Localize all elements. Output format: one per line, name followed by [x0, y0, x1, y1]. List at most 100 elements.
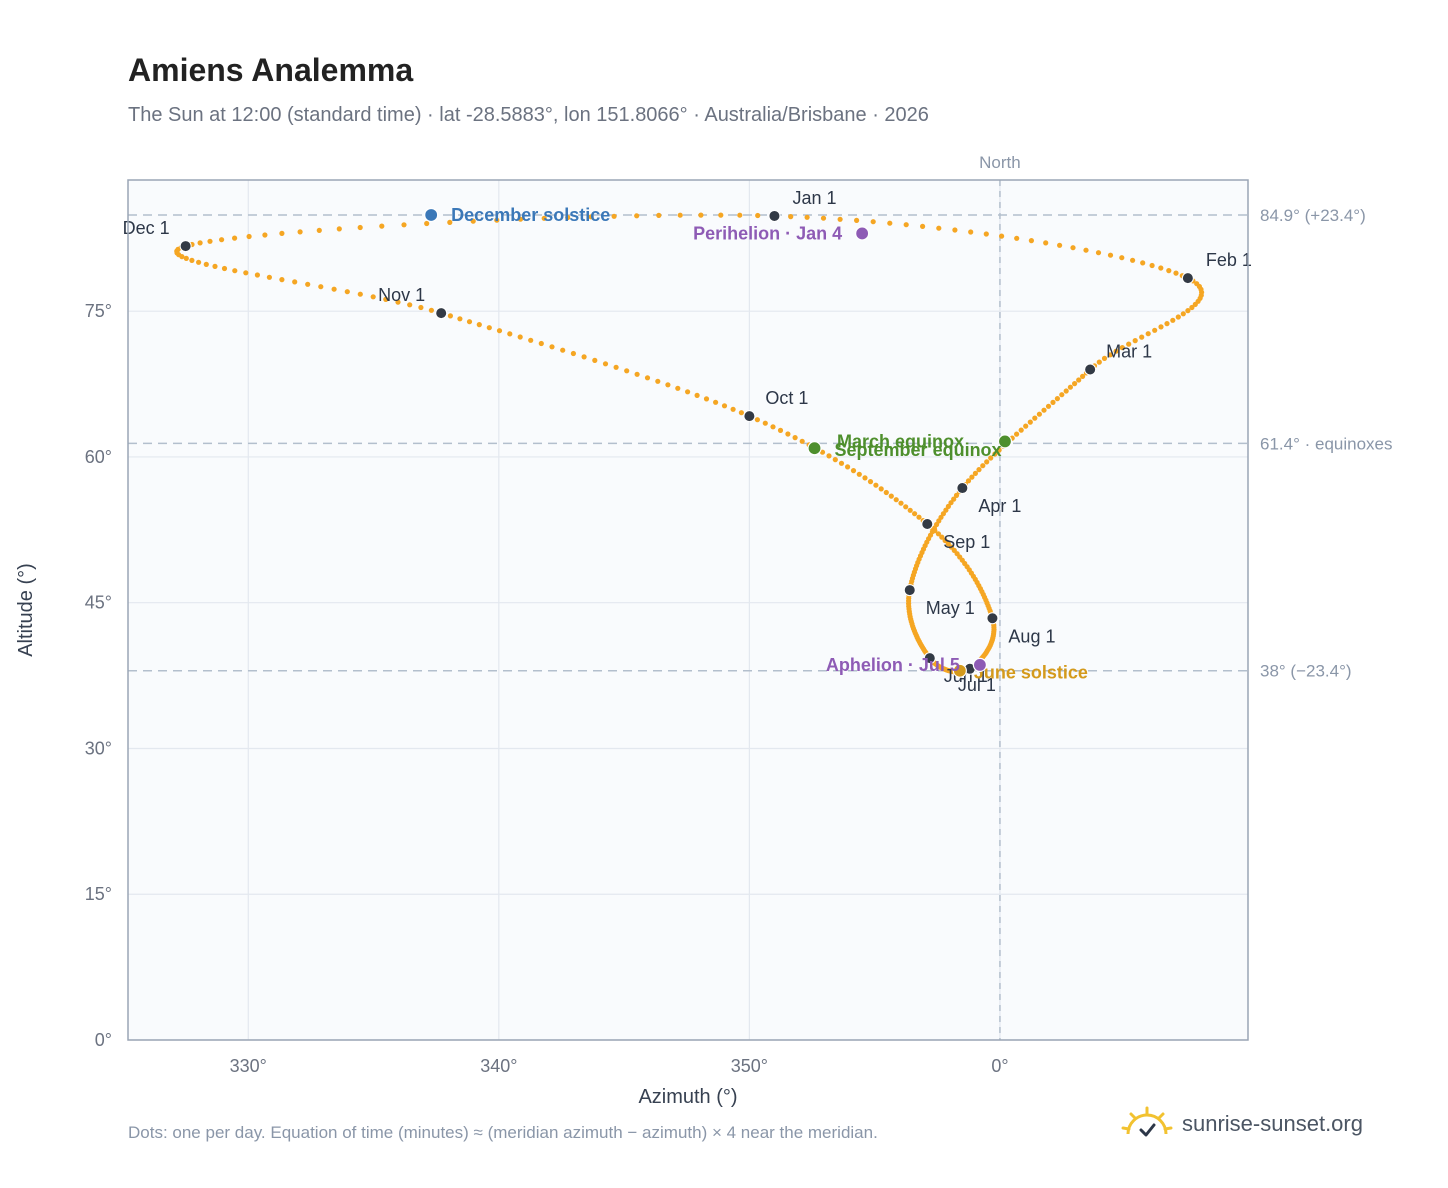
daily-dot: [887, 220, 893, 226]
daily-dot: [383, 296, 389, 302]
daily-dot: [698, 212, 704, 218]
daily-dot: [1139, 334, 1145, 340]
daily-dot: [1043, 240, 1049, 246]
daily-dot: [1041, 407, 1047, 413]
daily-dot: [912, 511, 918, 517]
daily-dot: [878, 486, 884, 492]
daily-dot: [694, 392, 700, 398]
chart-title: Amiens Analemma: [128, 52, 414, 88]
daily-dot: [854, 217, 860, 223]
daily-dot: [788, 214, 794, 220]
daily-dot: [395, 299, 401, 305]
daily-dot: [570, 350, 577, 357]
month-marker-label: Jan 1: [792, 188, 836, 208]
daily-dot: [183, 255, 189, 261]
daily-dot: [920, 223, 926, 229]
daily-dot: [613, 364, 619, 370]
daily-dot: [197, 240, 203, 246]
daily-dot: [1149, 262, 1155, 269]
daily-dot: [718, 212, 724, 218]
x-tick-label: 350°: [731, 1056, 768, 1076]
daily-dot: [980, 463, 986, 469]
daily-dot: [1018, 427, 1024, 433]
daily-dot: [936, 225, 942, 231]
daily-dot: [903, 222, 909, 228]
daily-dot: [754, 417, 761, 423]
daily-dot: [838, 460, 845, 466]
daily-dot: [344, 289, 350, 295]
sun-logo-icon: [1121, 1106, 1173, 1137]
daily-dot: [983, 231, 989, 237]
daily-dot: [870, 219, 876, 225]
reference-line-label: 38° (−23.4°): [1260, 662, 1352, 681]
month-marker: [923, 652, 936, 665]
daily-dot: [221, 265, 228, 272]
daily-dot: [893, 497, 899, 503]
daily-dot: [713, 399, 719, 405]
daily-dot: [969, 474, 975, 480]
daily-dot: [1080, 373, 1086, 379]
daily-dot: [189, 257, 195, 263]
daily-dot: [1164, 321, 1170, 327]
event-marker: [972, 657, 988, 673]
daily-dot: [1192, 301, 1198, 307]
y-tick-label: 15°: [85, 884, 112, 904]
daily-dot: [1119, 255, 1125, 261]
daily-dot: [832, 457, 838, 463]
daily-dot: [428, 307, 434, 313]
chart-subtitle: The Sun at 12:00 (standard time) · lat -…: [128, 104, 929, 126]
daily-dot: [1132, 338, 1138, 344]
daily-dot: [357, 224, 363, 231]
daily-dot: [418, 304, 424, 311]
daily-dot: [755, 212, 761, 219]
month-marker: [986, 612, 999, 625]
daily-dot: [1023, 423, 1029, 429]
daily-dot: [528, 337, 534, 343]
reference-line-label: 61.4° · equinoxes: [1260, 434, 1393, 453]
daily-dot: [804, 214, 810, 220]
daily-dot: [1145, 331, 1151, 337]
daily-dot: [856, 471, 862, 477]
event-marker: [424, 207, 439, 223]
daily-dot: [1130, 257, 1136, 263]
daily-dot: [447, 219, 453, 225]
daily-dot: [777, 427, 784, 433]
daily-dot: [730, 406, 736, 412]
daily-dot: [592, 357, 598, 363]
daily-dot: [992, 451, 998, 457]
daily-dot: [1158, 324, 1164, 330]
daily-dot: [212, 263, 218, 269]
month-marker-label: May 1: [926, 598, 975, 618]
daily-dot: [266, 274, 272, 280]
daily-dot: [196, 259, 202, 265]
daily-dot: [656, 212, 662, 218]
daily-dot: [655, 378, 661, 384]
daily-dot: [486, 325, 492, 331]
daily-dot: [1045, 403, 1052, 409]
x-axis-title: Azimuth (°): [638, 1086, 737, 1108]
daily-dot: [976, 467, 982, 473]
daily-dot: [1101, 355, 1108, 361]
month-marker: [435, 307, 448, 320]
daily-dot: [538, 340, 544, 347]
daily-dot: [867, 479, 874, 485]
daily-dot: [972, 470, 979, 476]
month-marker-label: Dec 1: [123, 218, 170, 238]
daily-dot: [1028, 238, 1034, 244]
daily-dot: [820, 215, 827, 221]
y-tick-label: 60°: [85, 447, 112, 467]
daily-dot: [1107, 252, 1114, 258]
daily-dot: [331, 286, 337, 292]
daily-dot: [370, 294, 376, 300]
brand[interactable]: sunrise-sunset.org: [1120, 1100, 1363, 1148]
daily-dot: [721, 403, 728, 409]
daily-dot: [996, 447, 1002, 453]
daily-dot: [837, 216, 843, 222]
daily-dot: [316, 227, 322, 233]
daily-dot: [254, 272, 260, 278]
daily-dot: [1173, 270, 1179, 276]
daily-dot: [1185, 308, 1191, 314]
daily-dot: [903, 504, 909, 510]
month-marker: [1084, 363, 1097, 376]
daily-dot: [999, 233, 1005, 239]
